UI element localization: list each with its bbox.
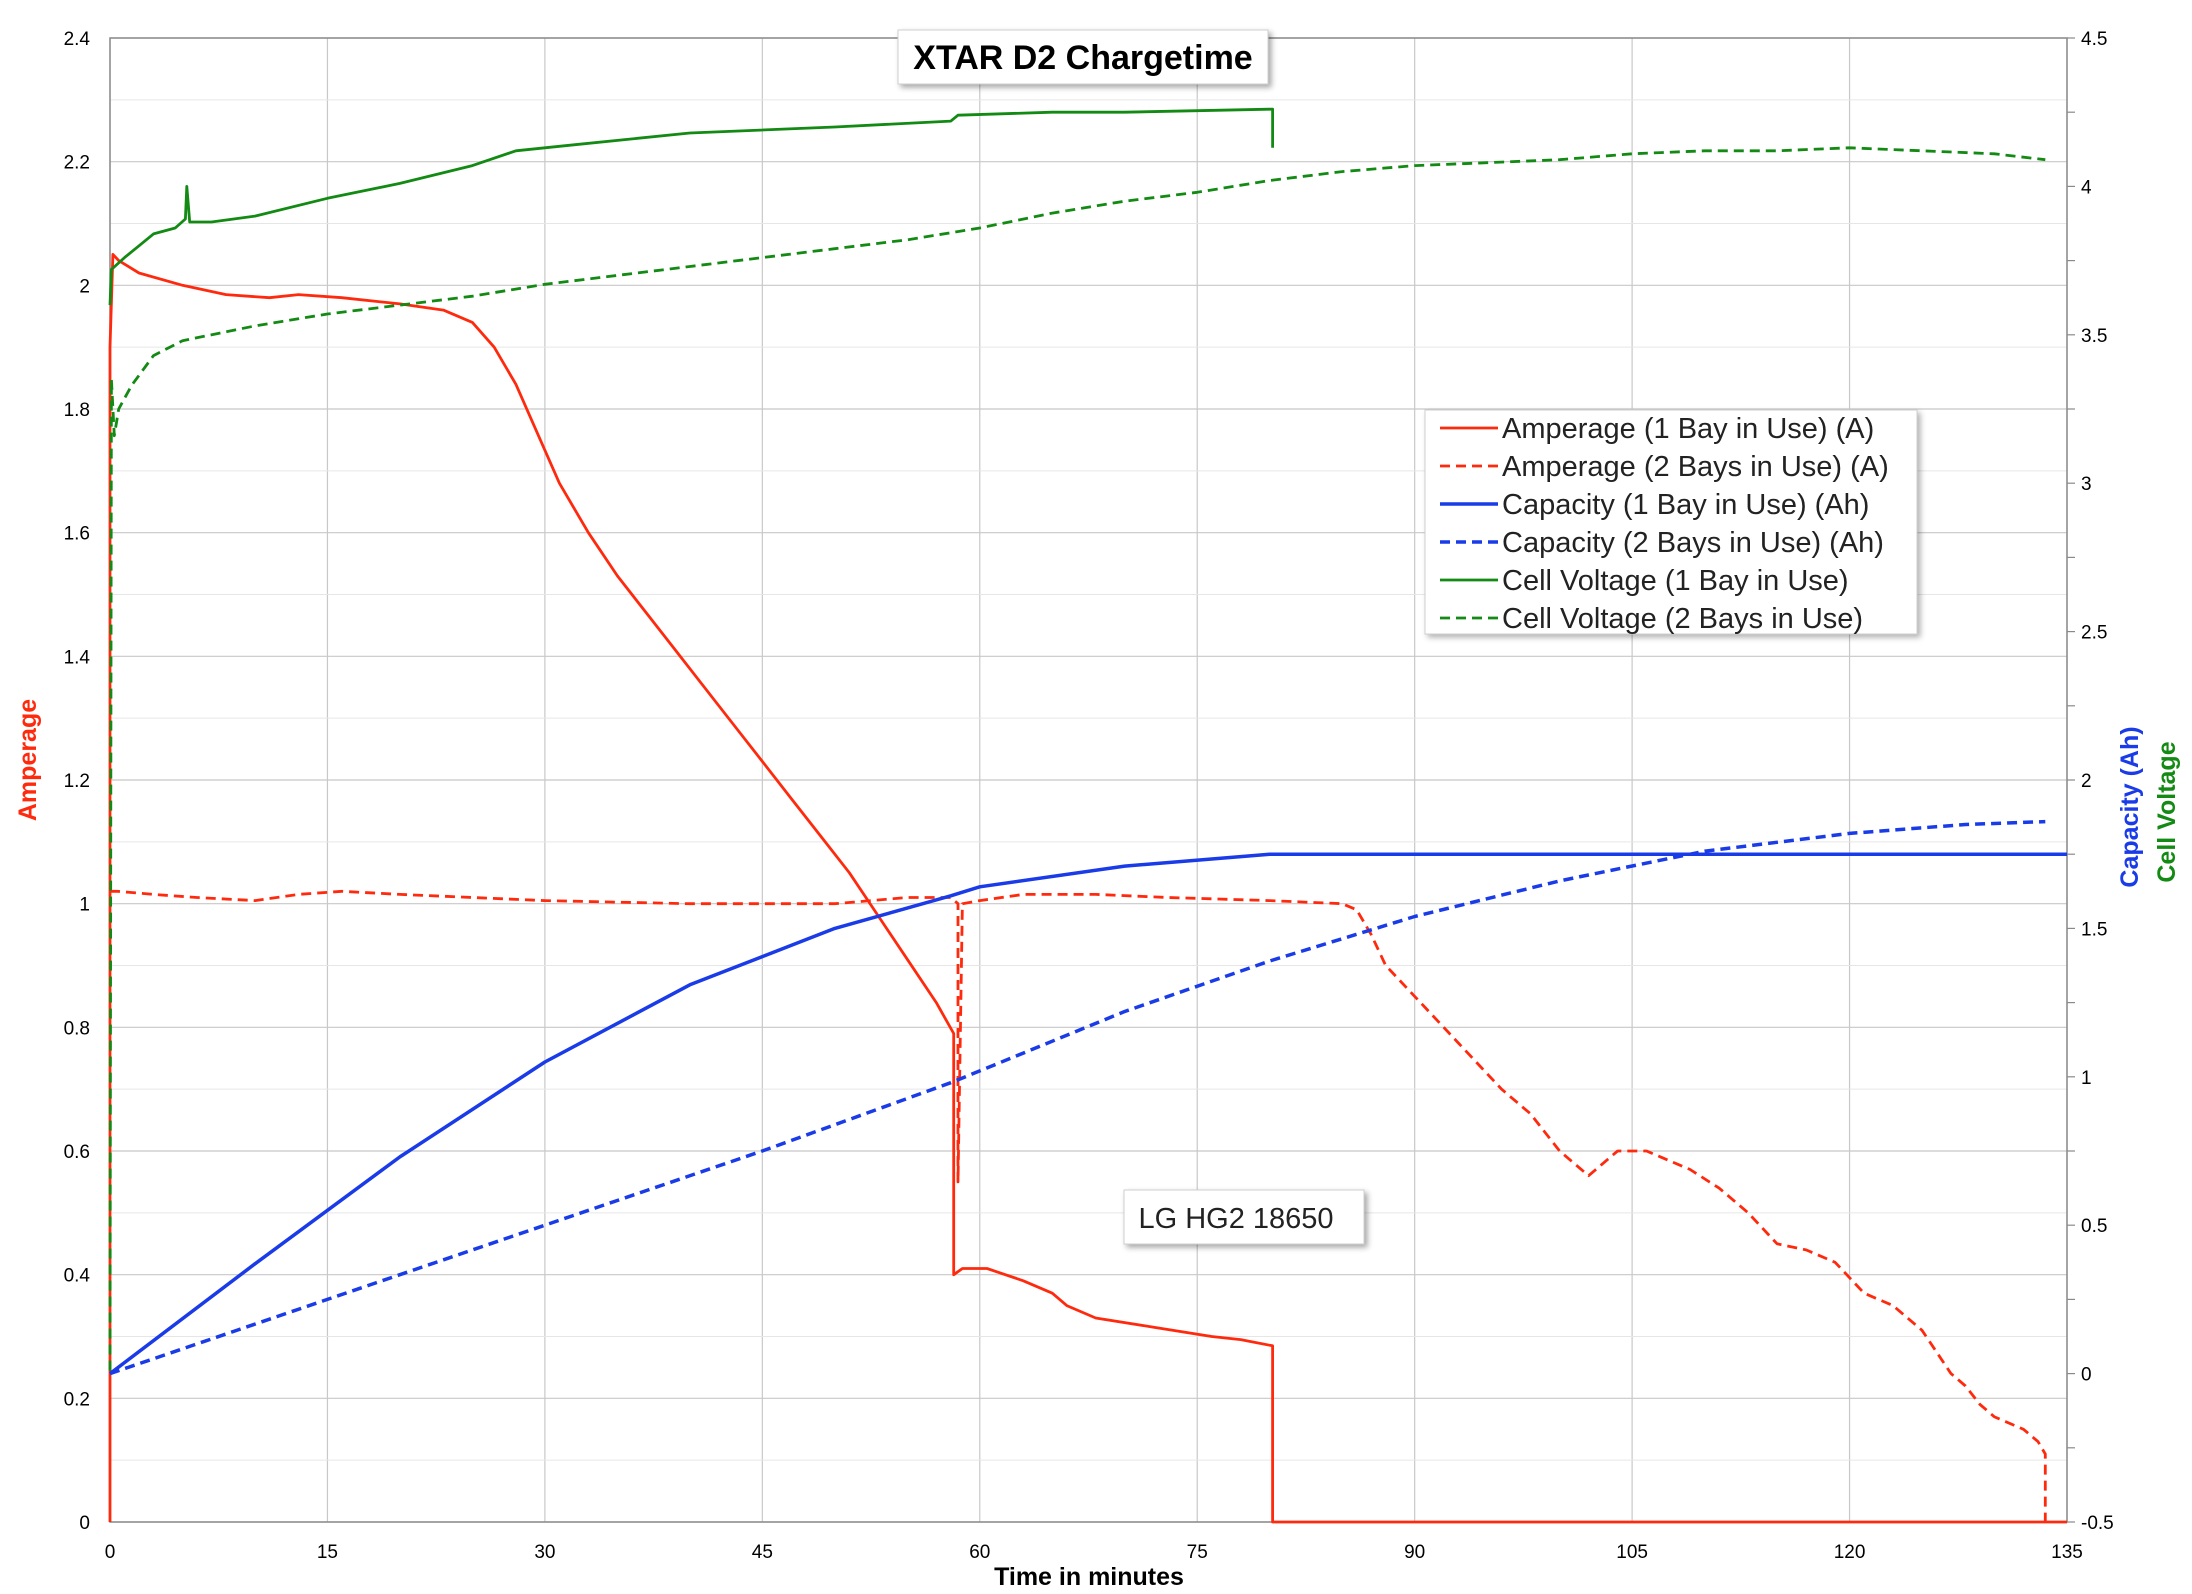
series-layer bbox=[108, 107, 2067, 1524]
y-left-tick-label: 1.4 bbox=[64, 647, 91, 668]
x-tick-label: 135 bbox=[2051, 1542, 2083, 1563]
x-tick-label: 30 bbox=[534, 1542, 555, 1563]
y-left-tick-label: 0 bbox=[79, 1513, 90, 1534]
y-left-tick-label: 1 bbox=[79, 895, 90, 916]
legend: Amperage (1 Bay in Use) (A) Amperage (2 B… bbox=[1424, 409, 1918, 635]
y-right-tick-label: 1.5 bbox=[2081, 919, 2107, 940]
legend-label: Amperage (1 Bay in Use) (A) bbox=[1502, 413, 1874, 445]
y-right-tick-label: 2.5 bbox=[2081, 623, 2107, 644]
y-right-tick-label: 4.5 bbox=[2081, 29, 2107, 50]
series-line-amperage-2-bays-in-use-a bbox=[110, 889, 2047, 1522]
y-axis-left-label: Amperage bbox=[14, 699, 42, 821]
series-line-cell-voltage-1-bay-in-use bbox=[108, 107, 1274, 306]
x-tick-label: 45 bbox=[752, 1542, 773, 1563]
y-right-tick-label: 0.5 bbox=[2081, 1216, 2107, 1237]
tick-labels: 0 15 30 45 60 75 90 105 120 13500.20.40.60.811.21… bbox=[64, 29, 2114, 1563]
y-left-tick-label: 2.2 bbox=[64, 153, 90, 174]
legend-label: Cell Voltage (2 Bays in Use) bbox=[1502, 603, 1863, 635]
x-tick-label: 15 bbox=[317, 1542, 338, 1563]
y-left-tick-label: 0.2 bbox=[64, 1389, 90, 1410]
y-left-tick-label: 1.6 bbox=[64, 524, 90, 545]
chart-title: XTAR D2 Chargetime bbox=[913, 39, 1252, 77]
legend-label: Cell Voltage (1 Bay in Use) bbox=[1502, 565, 1849, 597]
y-left-tick-label: 0.4 bbox=[64, 1266, 91, 1287]
y-left-tick-label: 1.8 bbox=[64, 400, 90, 421]
y-left-tick-label: 1.2 bbox=[64, 771, 90, 792]
series-line-amperage-1-bay-in-use-a bbox=[108, 253, 2067, 1524]
x-axis-label: Time in minutes bbox=[994, 1563, 1184, 1591]
y-left-tick-label: 0.6 bbox=[64, 1142, 90, 1163]
x-tick-label: 60 bbox=[969, 1542, 990, 1563]
y-right-tick-label: 1 bbox=[2081, 1068, 2092, 1089]
y-right-tick-label: 4 bbox=[2081, 177, 2092, 198]
y-axis-capacity-label: Capacity (Ah) bbox=[2116, 726, 2144, 887]
legend-label: Amperage (2 Bays in Use) (A) bbox=[1502, 451, 1889, 483]
series-line-capacity-2-bays-in-use-ah bbox=[109, 819, 2046, 1376]
x-tick-label: 0 bbox=[105, 1542, 116, 1563]
legend-label: Capacity (2 Bays in Use) (Ah) bbox=[1502, 527, 1884, 559]
series-line-capacity-1-bay-in-use-ah bbox=[108, 852, 2067, 1375]
grid bbox=[109, 37, 2075, 1523]
y-left-tick-label: 0.8 bbox=[64, 1018, 90, 1039]
legend-label: Capacity (1 Bay in Use) (Ah) bbox=[1502, 489, 1869, 521]
y-right-tick-label: 2 bbox=[2081, 771, 2092, 792]
y-left-tick-label: 2.4 bbox=[64, 29, 91, 50]
y-right-tick-label: 3.5 bbox=[2081, 326, 2107, 347]
x-tick-label: 105 bbox=[1616, 1542, 1648, 1563]
y-axis-voltage-label: Cell Voltage bbox=[2153, 741, 2181, 882]
annotation-box: LG HG2 18650 bbox=[1123, 1189, 1365, 1245]
y-right-tick-label: 3 bbox=[2081, 474, 2092, 495]
y-left-tick-label: 2 bbox=[79, 276, 90, 297]
y-right-tick-label: -0.5 bbox=[2081, 1513, 2114, 1534]
x-tick-label: 120 bbox=[1834, 1542, 1866, 1563]
y-right-tick-label: 0 bbox=[2081, 1365, 2092, 1386]
x-tick-label: 90 bbox=[1404, 1542, 1425, 1563]
title-box: XTAR D2 Chargetime bbox=[897, 29, 1269, 85]
x-tick-label: 75 bbox=[1187, 1542, 1208, 1563]
annotation-label: LG HG2 18650 bbox=[1138, 1203, 1333, 1235]
